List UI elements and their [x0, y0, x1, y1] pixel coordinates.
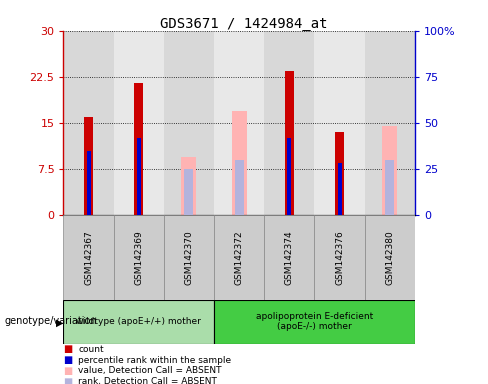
Text: ■: ■ — [63, 377, 73, 384]
Bar — [63, 300, 214, 344]
Bar — [264, 31, 314, 215]
Bar — [214, 300, 415, 344]
Bar — [335, 132, 344, 215]
Bar — [182, 157, 197, 215]
Bar — [86, 151, 91, 215]
Text: ■: ■ — [63, 366, 73, 376]
Text: ▶: ▶ — [56, 318, 63, 328]
Text: GSM142372: GSM142372 — [235, 230, 244, 285]
Bar — [285, 71, 294, 215]
Text: GSM142369: GSM142369 — [134, 230, 143, 285]
Text: apolipoprotein E-deficient
(apoE-/-) mother: apolipoprotein E-deficient (apoE-/-) mot… — [256, 312, 373, 331]
Bar — [84, 117, 93, 215]
Bar — [264, 215, 314, 300]
Bar — [287, 137, 291, 215]
Bar — [314, 215, 365, 300]
Text: GDS3671 / 1424984_at: GDS3671 / 1424984_at — [160, 17, 328, 31]
Text: value, Detection Call = ABSENT: value, Detection Call = ABSENT — [78, 366, 222, 376]
Bar — [382, 126, 397, 215]
Text: percentile rank within the sample: percentile rank within the sample — [78, 356, 231, 365]
Bar — [63, 31, 114, 215]
Text: count: count — [78, 345, 104, 354]
Bar — [232, 111, 246, 215]
Text: wildtype (apoE+/+) mother: wildtype (apoE+/+) mother — [76, 317, 201, 326]
Bar — [164, 31, 214, 215]
Bar — [184, 169, 193, 215]
Bar — [63, 215, 114, 300]
Text: ■: ■ — [63, 355, 73, 365]
Text: GSM142374: GSM142374 — [285, 230, 294, 285]
Bar — [235, 160, 244, 215]
Bar — [385, 160, 394, 215]
Bar — [365, 215, 415, 300]
Text: GSM142380: GSM142380 — [385, 230, 394, 285]
Bar — [214, 215, 264, 300]
Text: GSM142370: GSM142370 — [184, 230, 193, 285]
Text: rank, Detection Call = ABSENT: rank, Detection Call = ABSENT — [78, 377, 217, 384]
Bar — [164, 215, 214, 300]
Bar — [314, 31, 365, 215]
Bar — [365, 31, 415, 215]
Bar — [134, 83, 143, 215]
Bar — [114, 31, 164, 215]
Bar — [338, 164, 342, 215]
Bar — [114, 215, 164, 300]
Text: ■: ■ — [63, 344, 73, 354]
Text: GSM142376: GSM142376 — [335, 230, 344, 285]
Bar — [137, 137, 141, 215]
Text: GSM142367: GSM142367 — [84, 230, 93, 285]
Text: genotype/variation: genotype/variation — [5, 316, 98, 326]
Bar — [214, 31, 264, 215]
